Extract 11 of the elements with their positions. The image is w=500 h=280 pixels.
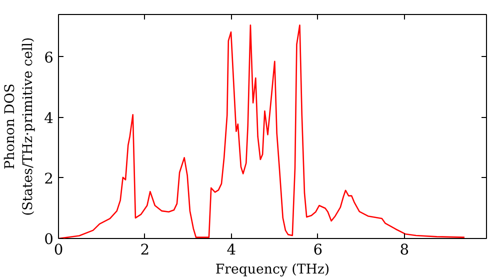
- y-tick-label: 6: [44, 49, 54, 66]
- x-tick-label: 6: [313, 242, 323, 258]
- y-tick-label: 4: [44, 110, 54, 127]
- line-series: [58, 24, 466, 238]
- y-tick-label: 2: [44, 170, 54, 188]
- y-axis-title: Phonon DOS (States/THz·primitive cell): [3, 37, 36, 216]
- x-tick-label: 2: [140, 242, 150, 258]
- x-axis-title: Frequency (THz): [215, 262, 330, 278]
- y-tick-label: 0: [44, 231, 54, 248]
- x-tick-label: 4: [226, 242, 236, 258]
- x-tick-label: 8: [400, 242, 410, 258]
